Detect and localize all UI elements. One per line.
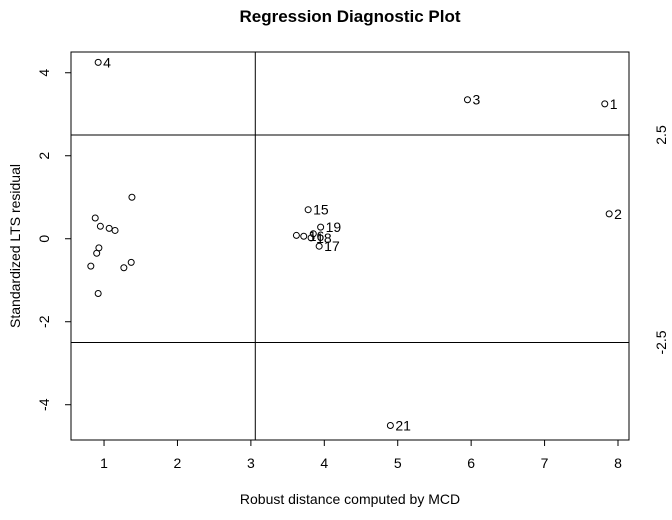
point-label-1: 1: [610, 96, 618, 112]
data-point-12: [128, 193, 136, 201]
point-label-18: 18: [316, 230, 332, 246]
x-tick-label-5: 5: [394, 455, 402, 471]
data-point-2: [601, 100, 609, 108]
data-point-20: [87, 262, 95, 270]
data-point-18: [93, 249, 101, 257]
x-axis: 1 2 3 4 5 6 7 8: [100, 440, 622, 471]
data-point-8: [300, 232, 308, 240]
data-point-19: [127, 258, 135, 266]
data-point-7: [292, 231, 300, 239]
x-axis-title: Robust distance computed by MCD: [240, 491, 460, 507]
x-tick-label-3: 3: [247, 455, 255, 471]
point-label-4: 4: [103, 54, 111, 70]
point-label-2: 2: [614, 206, 622, 222]
y-tick-label-4: 4: [36, 69, 52, 77]
data-point-3: [605, 210, 613, 218]
point-label-3: 3: [472, 92, 480, 108]
point-label-17: 17: [324, 238, 340, 254]
data-point-5: [304, 206, 312, 214]
y-tick-label-2: 0: [36, 235, 52, 243]
data-point-21: [120, 264, 128, 272]
x-tick-label-1: 1: [100, 455, 108, 471]
chart-title: Regression Diagnostic Plot: [239, 7, 460, 26]
x-tick-label-4: 4: [320, 455, 328, 471]
point-label-15: 15: [313, 202, 329, 218]
point-label-19: 19: [326, 219, 342, 235]
y-tick-label-1: -2: [36, 315, 52, 328]
data-point-11: [315, 242, 323, 250]
data-point-13: [91, 214, 99, 222]
cutoff-label-0: 2.5: [653, 125, 669, 145]
data-point-6: [317, 223, 325, 231]
cutoff-label-1: -2.5: [653, 330, 669, 354]
x-tick-label-2: 2: [174, 455, 182, 471]
reference-lines: 2.5 -2.5: [71, 52, 669, 440]
data-point-14: [96, 222, 104, 230]
y-axis: -4 -2 0 2 4: [36, 69, 71, 411]
data-point-1: [463, 96, 471, 104]
data-point-16: [111, 226, 119, 234]
data-point-10: [307, 234, 315, 242]
y-tick-label-3: 2: [36, 152, 52, 160]
x-tick-label-7: 7: [541, 455, 549, 471]
point-label-21: 21: [395, 417, 411, 433]
plot-frame: [70, 51, 630, 441]
y-axis-title: Standardized LTS residual: [7, 164, 23, 328]
x-tick-label-8: 8: [614, 455, 622, 471]
data-point-22: [94, 290, 102, 298]
data-point-4: [386, 421, 394, 429]
data-point-0: [94, 58, 102, 66]
x-tick-label-6: 6: [467, 455, 475, 471]
y-tick-label-0: -4: [36, 398, 52, 411]
data-point-9: [309, 230, 317, 238]
data-point-15: [105, 224, 113, 232]
